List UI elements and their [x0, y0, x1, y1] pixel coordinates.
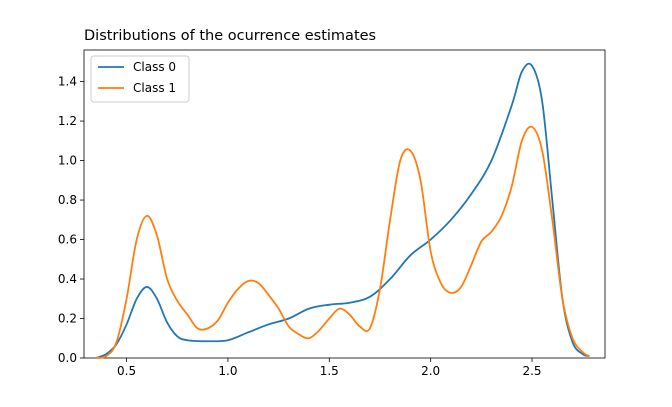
- y-tick-label: 1.2: [58, 114, 77, 128]
- legend-label-0: Class 0: [133, 60, 176, 74]
- y-tick-label: 0.0: [58, 351, 77, 365]
- x-tick-label: 1.0: [218, 364, 237, 378]
- y-tick-label: 0.6: [58, 233, 77, 247]
- y-tick-label: 1.4: [58, 75, 77, 89]
- x-tick-label: 1.5: [320, 364, 339, 378]
- series-line-1: [95, 125, 590, 359]
- series-layer: [95, 62, 590, 359]
- y-axis: 0.0 0.2 0.4 0.6 0.8 1.0 1.2 1.4: [58, 75, 84, 365]
- chart-title: Distributions of the ocurrence estimates: [84, 28, 376, 44]
- x-tick-label: 2.5: [522, 364, 541, 378]
- x-tick-label: 0.5: [117, 364, 136, 378]
- series-line-0: [95, 62, 590, 359]
- y-tick-label: 0.8: [58, 193, 77, 207]
- x-axis: 0.5 1.0 1.5 2.0 2.5: [117, 358, 542, 378]
- y-tick-label: 1.0: [58, 154, 77, 168]
- x-tick-label: 2.0: [421, 364, 440, 378]
- legend-label-1: Class 1: [133, 81, 176, 95]
- y-tick-label: 0.4: [58, 272, 77, 286]
- legend: Class 0 Class 1: [90, 55, 190, 103]
- y-tick-label: 0.2: [58, 312, 77, 326]
